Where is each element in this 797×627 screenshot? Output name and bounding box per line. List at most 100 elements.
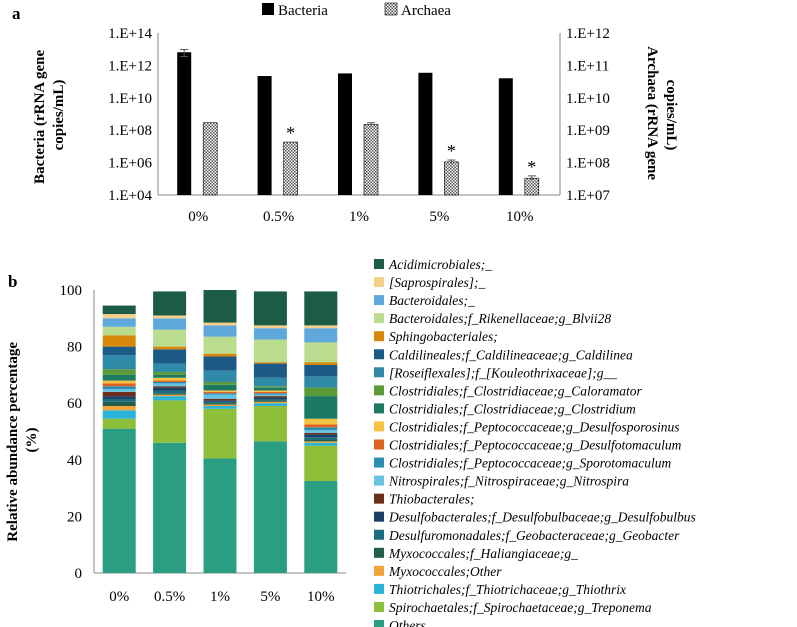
stack-segment-desulfuromonadales-f-geobacteraceae-g-geobacter (203, 401, 237, 404)
panel-a-y2tick-label: 1.E+10 (566, 91, 610, 107)
stack-segment-roseiflexales-f-kouleothrixaceae-g (304, 376, 338, 388)
stack-segment-sphingobacteriales (304, 362, 338, 365)
panel-label-b: b (8, 272, 17, 291)
stack-segment-clostridiales-f-peptococcaceae-g-desulfosporosinus (102, 380, 136, 384)
legend-label-clostridiales-f-peptococcaceae-g-desulfotomaculum: Clostridiales;f_Peptococcaceae;g_Desulfo… (389, 438, 682, 453)
legend-label-desulfobacterales-f-desulfobulbaceae-g-desulfobulbus: Desulfobacterales;f_Desulfobulbaceae;g_D… (388, 510, 696, 525)
legend-swatch-desulfuromonadales-f-geobacteraceae-g-geobacter (374, 529, 384, 540)
stack-segment-caldilineales-f-caldilineaceae-g-caldilinea (253, 363, 287, 378)
stack-segment-clostridiales-f-clostridiaceae-g-caloramator (253, 386, 287, 388)
stack-segment-clostridiales-f-peptococcaceae-g-desulfotomaculum (304, 424, 338, 428)
stack-segment-caldilineales-f-caldilineaceae-g-caldilinea (102, 346, 136, 356)
panel-b-ytick-label: 0 (75, 566, 83, 582)
significance-star: * (447, 141, 456, 161)
panel-b-xtick-label: 0% (109, 589, 129, 605)
panel-a-y2tick-label: 1.E+08 (566, 156, 610, 172)
stack-segment-clostridiales-f-clostridiaceae-g-caloramator (153, 372, 187, 375)
legend-label-clostridiales-f-peptococcaceae-g-sporotomaculum: Clostridiales;f_Peptococcaceae;g_Sporoto… (389, 456, 671, 471)
stack-segment-sphingobacteriales (153, 346, 187, 350)
stack-segment-spirochaetales-f-spirochaetaceae-g-treponema (153, 400, 187, 443)
stack-segment-myxococcales-other (203, 404, 237, 407)
stack-segment-clostridiales-f-peptococcaceae-g-sporotomaculum (304, 427, 338, 431)
legend-label-sphingobacteriales: Sphingobacteriales; (389, 329, 498, 344)
stack-segment-myxococcales-other (253, 401, 287, 404)
legend-label-clostridiales-f-peptococcaceae-g-desulfosporosinus: Clostridiales;f_Peptococcaceae;g_Desulfo… (389, 419, 679, 434)
stack-segment-bacteroidales-f-rikenellaceae-g-blvii28 (253, 339, 287, 363)
stack-segment-acidimicrobiales (153, 291, 187, 316)
stack-segment-acidimicrobiales (102, 305, 136, 315)
stack-segment-clostridiales-f-peptococcaceae-g-desulfotomaculum (203, 391, 237, 394)
stack-segment-roseiflexales-f-kouleothrixaceae-g (153, 363, 187, 373)
panel-a-left-axis: 1.E+04 1.E+06 1.E+08 1.E+10 1.E+12 1.E+14 (108, 26, 152, 204)
stack-segment-spirochaetales-f-spirochaetaceae-g-treponema (253, 406, 287, 442)
stack-segment-bacteroidales (102, 318, 136, 327)
stack-segment-desulfobacterales-f-desulfobulbaceae-g-desulfobulbus (203, 400, 237, 402)
legend-label-archaea: Archaea (401, 3, 451, 19)
panel-b-x-ticks: 0% 0.5% 1% 5% 10% (109, 589, 334, 605)
stack-segment-myxococcales-f-haliangiaceae-g (203, 403, 237, 405)
stack-segment-bacteroidales (304, 328, 338, 343)
stack-segment-thiobacterales (102, 391, 136, 397)
panel-a-xtick-label: 0.5% (263, 209, 294, 225)
legend-swatch-clostridiales-f-clostridiaceae-g-clostridium (374, 403, 384, 414)
legend-label-bacteroidales: Bacteroidales;_ (389, 293, 475, 308)
panel-a-y2label-line2: copies/mL) (663, 80, 679, 151)
stack-segment-acidimicrobiales (253, 291, 287, 326)
stack-segment-acidimicrobiales (304, 291, 338, 326)
stack-segment-desulfobacterales-f-desulfobulbaceae-g-desulfobulbus (253, 397, 287, 399)
legend-swatch-acidimicrobiales (374, 259, 384, 269)
stack-segment-roseiflexales-f-kouleothrixaceae-g (253, 377, 287, 387)
stack-segment-others (253, 441, 287, 573)
legend-label-desulfuromonadales-f-geobacteraceae-g-geobacter: Desulfuromonadales;f_Geobacteraceae;g_Ge… (388, 528, 680, 543)
stack-segment-clostridiales-f-peptococcaceae-g-sporotomaculum (253, 393, 287, 395)
legend-label-thiobacterales: Thiobacterales; (389, 492, 475, 507)
stack-segment-others (203, 458, 237, 573)
stack-segment-myxococcales-f-haliangiaceae-g (304, 439, 338, 442)
stack-segment-myxococcales-f-haliangiaceae-g (253, 400, 287, 402)
legend-swatch-roseiflexales-f-kouleothrixaceae-g (374, 367, 384, 378)
panel-b-ytick-label: 80 (67, 340, 82, 356)
stack-segment-clostridiales-f-peptococcaceae-g-sporotomaculum (102, 386, 136, 390)
panel-a-xtick-label: 10% (506, 209, 534, 225)
stack-segment-bacteroidales-f-rikenellaceae-g-blvii28 (203, 336, 237, 354)
bar-archaea (283, 141, 298, 196)
bar-bacteria (338, 73, 352, 195)
stack-segment-saprospirales (253, 325, 287, 329)
stack-segment-caldilineales-f-caldilineaceae-g-caldilinea (304, 364, 338, 377)
panel-b-ylabel-line2: (%) (24, 428, 40, 453)
stack-segment-thiotrichales-f-thiotrichaceae-g-thiothrix (304, 442, 338, 446)
legend-swatch-myxococcales-f-haliangiaceae-g (374, 547, 384, 558)
stack-segment-myxococcales-other (304, 441, 338, 443)
legend-label-clostridiales-f-clostridiaceae-g-caloramator: Clostridiales;f_Clostridiaceae;g_Caloram… (389, 383, 643, 398)
stack-segment-thiotrichales-f-thiotrichaceae-g-thiothrix (203, 406, 237, 409)
stack-segment-sphingobacteriales (102, 335, 136, 347)
panel-a-ytick-label: 1.E+12 (108, 58, 152, 74)
panel-a-ytick-label: 1.E+06 (108, 156, 152, 172)
stack-segment-caldilineales-f-caldilineaceae-g-caldilinea (203, 356, 237, 371)
stack-segment-bacteroidales (203, 325, 237, 337)
stack-segment-caldilineales-f-caldilineaceae-g-caldilinea (153, 349, 187, 364)
legend-label-spirochaetales-f-spirochaetaceae-g-treponema: Spirochaetales;f_Spirochaetaceae;g_Trepo… (389, 600, 652, 615)
stack-segment-bacteroidales-f-rikenellaceae-g-blvii28 (304, 342, 338, 363)
stack-segment-others (102, 428, 136, 573)
stack-segment-clostridiales-f-peptococcaceae-g-desulfotomaculum (102, 383, 136, 387)
legend-swatch-clostridiales-f-peptococcaceae-g-desulfotomaculum (374, 439, 384, 450)
stack-segment-saprospirales (153, 315, 187, 319)
stack-segment-roseiflexales-f-kouleothrixaceae-g (203, 370, 237, 382)
stack-segment-others (304, 481, 338, 573)
stack-segment-desulfuromonadales-f-geobacteraceae-g-geobacter (153, 390, 187, 394)
panel-b-ytick-label: 40 (67, 453, 82, 469)
legend-label-thiotrichales-f-thiotrichaceae-g-thiothrix: Thiotrichales;f_Thiotrichaceae;g_Thiothr… (389, 582, 626, 597)
panel-b-ylabel-line1: Relative abundance percentage (5, 342, 21, 542)
stack-segment-clostridiales-f-clostridiaceae-g-caloramator (304, 387, 338, 397)
legend-label-bacteroidales-f-rikenellaceae-g-blvii28: Bacteroidales;f_Rikenellaceae;g_Blvii28 (389, 311, 611, 326)
panel-a-y2tick-label: 1.E+11 (566, 58, 609, 74)
stack-segment-spirochaetales-f-spirochaetaceae-g-treponema (102, 418, 136, 429)
stack-segment-thiobacterales (253, 396, 287, 398)
bar-archaea (202, 122, 218, 196)
stack-segment-roseiflexales-f-kouleothrixaceae-g (102, 355, 136, 370)
panel-b-xtick-label: 10% (307, 589, 335, 605)
stack-segment-sphingobacteriales (203, 353, 237, 357)
stack-segment-desulfobacterales-f-desulfobulbaceae-g-desulfobulbus (304, 434, 338, 438)
panel-a-xtick-label: 1% (349, 209, 369, 225)
